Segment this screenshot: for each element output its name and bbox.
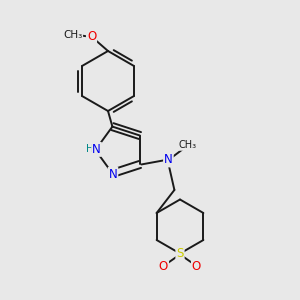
Text: O: O xyxy=(87,30,96,43)
Text: O: O xyxy=(192,260,201,273)
Text: N: N xyxy=(92,143,101,156)
Text: N: N xyxy=(164,154,173,166)
Text: CH₃: CH₃ xyxy=(179,140,197,150)
Text: N: N xyxy=(109,168,117,181)
Text: H: H xyxy=(86,144,94,154)
Text: CH₃: CH₃ xyxy=(63,30,82,40)
Text: O: O xyxy=(159,260,168,273)
Text: S: S xyxy=(176,247,184,260)
